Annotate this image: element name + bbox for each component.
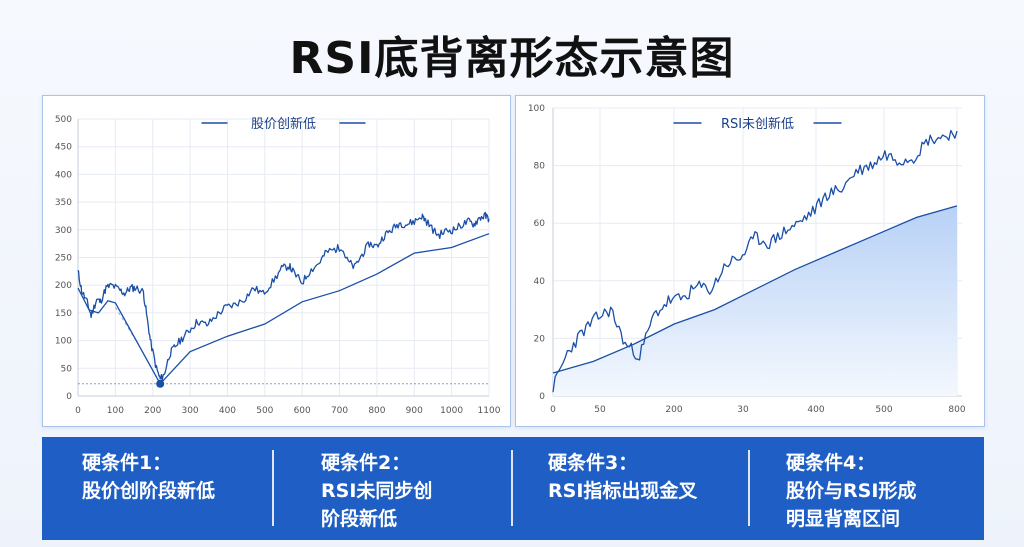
page-title: RSI底背离形态示意图 — [289, 33, 735, 84]
left-low-point-0 — [156, 379, 165, 388]
rsi-chart: 0 50 200 30 400 500 800 0 20 40 60 80 100 RSI未创新低 — [528, 104, 966, 415]
right-y-tick-3: 60 — [534, 219, 546, 229]
right-rsi-line — [552, 129, 958, 393]
left-y-tick-3: 150 — [55, 309, 72, 319]
left-x-tick-2: 200 — [144, 406, 161, 416]
left-x-tick-4: 400 — [219, 406, 236, 416]
right-x-tick-1: 50 — [594, 405, 606, 415]
left-x-tick-7: 700 — [331, 406, 348, 416]
right-y-tick-5: 100 — [528, 104, 545, 114]
condition-4: 硬条件4： 股价与RSI形成 明显背离区间 — [786, 449, 916, 533]
left-x-tick-1: 100 — [107, 406, 124, 416]
right-x-tick-4: 400 — [807, 405, 824, 415]
left-legend-label: 股价创新低 — [251, 116, 316, 132]
right-y-tick-0: 0 — [539, 392, 545, 402]
left-x-tick-10: 1000 — [440, 406, 463, 416]
left-y-tick-6: 300 — [55, 226, 72, 236]
right-x-tick-5: 500 — [875, 405, 892, 415]
left-y-tick-8: 400 — [55, 170, 72, 180]
left-y-tick-7: 350 — [55, 198, 72, 208]
condition-1: 硬条件1： 股价创阶段新低 — [82, 449, 215, 505]
left-x-tick-6: 600 — [294, 406, 311, 416]
right-x-tick-3: 30 — [737, 405, 749, 415]
left-x-tick-9: 900 — [406, 406, 423, 416]
condition-2-line-2: RSI未同步创 — [321, 480, 433, 502]
condition-4-line-2: 股价与RSI形成 — [786, 480, 917, 502]
left-x-tick-0: 0 — [75, 406, 81, 416]
right-y-tick-1: 20 — [534, 334, 546, 344]
condition-2: 硬条件2： RSI未同步创 阶段新低 — [321, 449, 432, 533]
left-chart-panel: 0 100 200 300 400 500 600 700 800 900 1000 1100 0 50 1… — [42, 95, 511, 427]
left-y-tick-2: 100 — [55, 337, 72, 347]
left-price-line — [77, 211, 490, 382]
left-y-tick-10: 500 — [55, 115, 72, 125]
condition-3: 硬条件3： RSI指标出现金叉 — [548, 449, 697, 505]
condition-4-line-1: 硬条件4： — [786, 452, 876, 474]
left-x-tick-5: 500 — [256, 406, 273, 416]
condition-1-line-1: 硬条件1： — [82, 452, 172, 474]
left-y-tick-9: 450 — [55, 143, 72, 153]
right-x-tick-7: 800 — [948, 405, 965, 415]
left-y-tick-4: 200 — [55, 281, 72, 291]
condition-2-line-3: 阶段新低 — [321, 508, 398, 530]
left-x-tick-3: 300 — [181, 406, 198, 416]
condition-4-line-3: 明显背离区间 — [786, 508, 901, 530]
left-y-tick-1: 50 — [61, 364, 73, 374]
right-x-tick-0: 0 — [550, 405, 556, 415]
right-area-fill — [553, 205, 957, 396]
right-x-tick-2: 200 — [665, 405, 682, 415]
condition-3-line-2: RSI指标出现金叉 — [548, 480, 698, 502]
conditions-bar: 硬条件1： 股价创阶段新低 硬条件2： RSI未同步创 阶段新低 硬条件3： R… — [42, 437, 984, 540]
divider-1 — [272, 450, 274, 526]
divider-2 — [511, 450, 513, 526]
right-legend-label: RSI未创新低 — [721, 116, 794, 132]
right-y-tick-4: 80 — [534, 162, 546, 172]
right-trend-line — [552, 205, 958, 374]
left-x-tick-11: 1100 — [478, 406, 501, 416]
divider-3 — [748, 450, 750, 526]
condition-1-line-2: 股价创阶段新低 — [82, 480, 216, 502]
right-y-tick-2: 40 — [534, 277, 546, 287]
price-chart: 0 100 200 300 400 500 600 700 800 900 1000 1100 0 50 1… — [55, 115, 501, 416]
right-chart-panel: 0 50 200 30 400 500 800 0 20 40 60 80 100 RSI未创新低 — [515, 95, 985, 427]
left-x-tick-8: 800 — [368, 406, 385, 416]
condition-3-line-1: 硬条件3： — [548, 452, 638, 474]
left-y-tick-5: 250 — [55, 254, 72, 264]
left-trend-line — [77, 233, 490, 385]
left-y-tick-0: 0 — [66, 392, 72, 402]
condition-2-line-1: 硬条件2： — [321, 452, 411, 474]
